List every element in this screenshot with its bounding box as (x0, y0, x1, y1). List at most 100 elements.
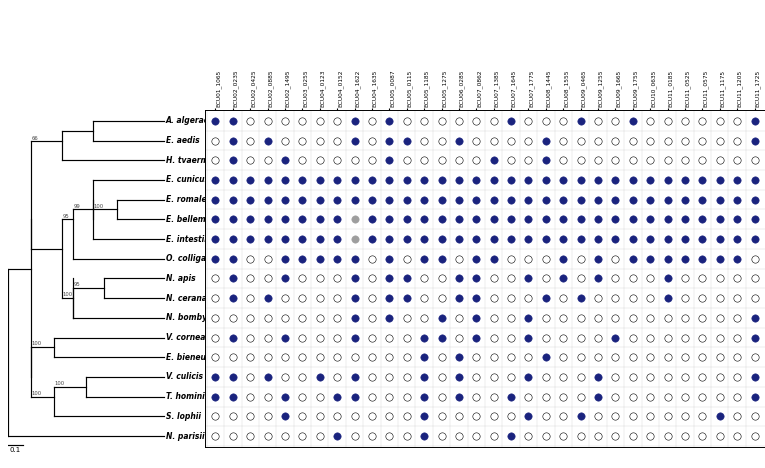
Point (644, 373, 656, 381)
Point (592, 216, 604, 223)
Point (226, 137, 239, 144)
Point (349, 235, 361, 243)
Point (314, 176, 326, 183)
Point (383, 314, 396, 322)
Point (244, 156, 256, 164)
Point (522, 156, 535, 164)
Point (383, 275, 396, 282)
Point (226, 196, 239, 204)
Point (505, 255, 517, 263)
Point (314, 373, 326, 381)
Point (401, 294, 413, 302)
Point (731, 275, 744, 282)
Point (296, 156, 308, 164)
Point (487, 314, 500, 322)
Point (505, 156, 517, 164)
Point (349, 294, 361, 302)
Point (366, 373, 378, 381)
Text: 100: 100 (62, 292, 73, 297)
Point (522, 294, 535, 302)
Point (679, 117, 691, 124)
Point (731, 314, 744, 322)
Point (609, 196, 621, 204)
Point (644, 156, 656, 164)
Point (401, 235, 413, 243)
Point (262, 156, 274, 164)
Point (748, 334, 760, 341)
Point (435, 314, 448, 322)
Point (314, 353, 326, 361)
Point (296, 353, 308, 361)
Point (696, 432, 708, 440)
Point (453, 156, 465, 164)
Point (470, 275, 483, 282)
Point (470, 334, 483, 341)
Point (644, 196, 656, 204)
Point (453, 314, 465, 322)
Point (453, 235, 465, 243)
Point (748, 413, 760, 420)
Point (679, 235, 691, 243)
Point (679, 156, 691, 164)
Point (575, 156, 587, 164)
Point (314, 196, 326, 204)
Point (349, 216, 361, 223)
Text: N. bombycis: N. bombycis (165, 314, 218, 322)
Point (540, 353, 552, 361)
Point (331, 255, 343, 263)
Point (592, 294, 604, 302)
Text: T. hominis: T. hominis (165, 392, 209, 401)
Point (366, 413, 378, 420)
Point (453, 294, 465, 302)
Point (609, 373, 621, 381)
Point (540, 176, 552, 183)
Point (244, 255, 256, 263)
Point (662, 413, 674, 420)
Point (418, 196, 430, 204)
Text: A. algerae: A. algerae (165, 117, 210, 125)
Point (331, 353, 343, 361)
Point (244, 275, 256, 282)
Point (435, 196, 448, 204)
Point (435, 294, 448, 302)
Point (296, 393, 308, 401)
Point (435, 137, 448, 144)
Point (349, 373, 361, 381)
Point (540, 196, 552, 204)
Point (592, 275, 604, 282)
Point (505, 275, 517, 282)
Point (714, 393, 726, 401)
Point (731, 255, 744, 263)
Point (714, 275, 726, 282)
Point (470, 353, 483, 361)
Point (609, 334, 621, 341)
Point (262, 373, 274, 381)
Point (383, 216, 396, 223)
Point (279, 235, 291, 243)
Point (418, 275, 430, 282)
Point (557, 255, 569, 263)
Point (557, 353, 569, 361)
Point (314, 294, 326, 302)
Point (696, 413, 708, 420)
Point (522, 117, 535, 124)
Point (453, 413, 465, 420)
Point (470, 294, 483, 302)
Point (366, 117, 378, 124)
Point (696, 137, 708, 144)
Point (487, 275, 500, 282)
Point (592, 235, 604, 243)
Point (731, 137, 744, 144)
Point (505, 196, 517, 204)
Point (696, 196, 708, 204)
Point (296, 334, 308, 341)
Point (210, 393, 222, 401)
Point (487, 176, 500, 183)
Point (244, 373, 256, 381)
Point (279, 314, 291, 322)
Point (662, 373, 674, 381)
Point (609, 117, 621, 124)
Point (331, 393, 343, 401)
Point (349, 196, 361, 204)
Point (279, 137, 291, 144)
